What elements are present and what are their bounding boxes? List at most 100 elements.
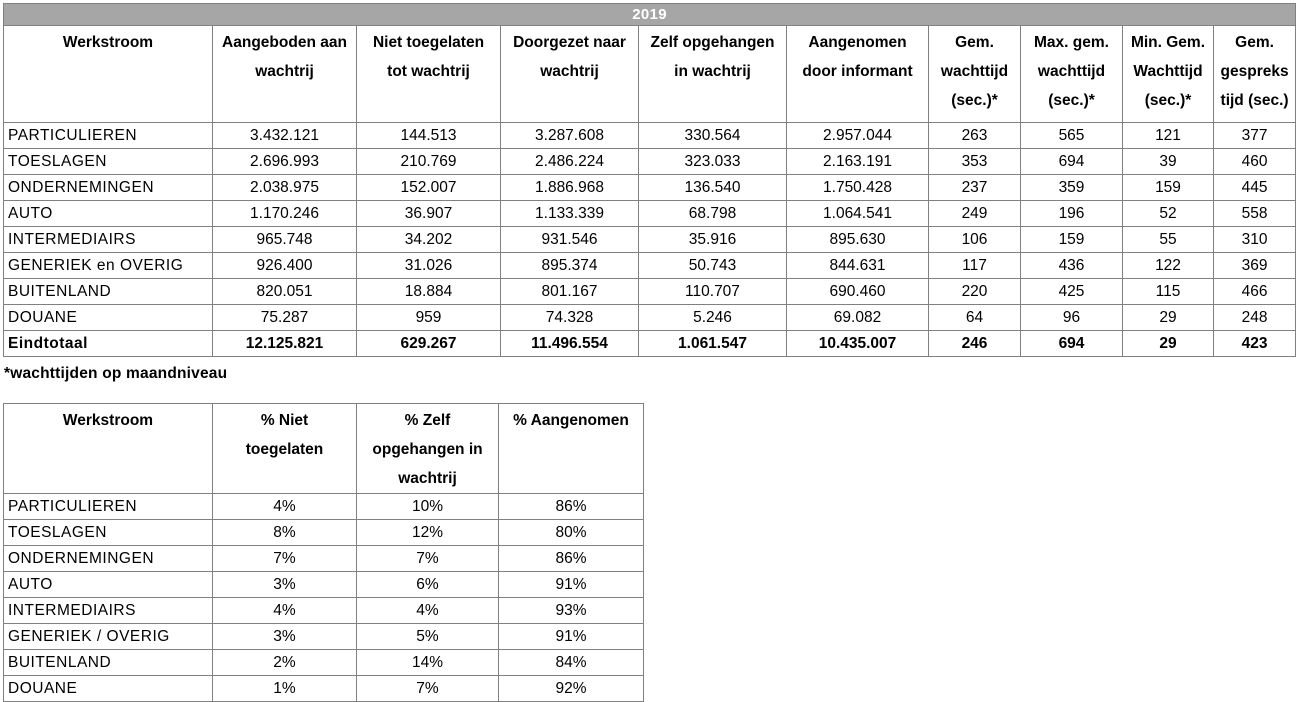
data-cell: 2.696.993 bbox=[212, 148, 357, 175]
row-label: PARTICULIEREN bbox=[3, 122, 213, 149]
row-label: ONDERNEMINGEN bbox=[3, 545, 213, 572]
data-cell: 425 bbox=[1020, 278, 1123, 305]
data-cell: 820.051 bbox=[212, 278, 357, 305]
data-cell: 220 bbox=[928, 278, 1021, 305]
column-header: % Zelf opgehangen in wachtrij bbox=[356, 403, 499, 494]
data-cell: 3.287.608 bbox=[500, 122, 639, 149]
data-cell: 5.246 bbox=[638, 304, 787, 331]
data-cell: 1.170.246 bbox=[212, 200, 357, 227]
data-cell: 445 bbox=[1212, 174, 1297, 201]
data-cell: 1.886.968 bbox=[500, 174, 639, 201]
row-label: DOUANE bbox=[3, 304, 213, 331]
data-cell: 106 bbox=[928, 226, 1021, 253]
data-cell: 690.460 bbox=[786, 278, 929, 305]
data-cell: 115 bbox=[1122, 278, 1214, 305]
data-cell: 2.038.975 bbox=[212, 174, 357, 201]
data-cell: 10.435.007 bbox=[786, 330, 929, 357]
column-header: Max. gem. wachttijd (sec.)* bbox=[1020, 25, 1123, 123]
row-label: INTERMEDIAIRS bbox=[3, 597, 213, 624]
column-header: Gem. gespreks tijd (sec.) bbox=[1212, 25, 1297, 123]
data-cell: 34.202 bbox=[356, 226, 501, 253]
data-cell: 52 bbox=[1122, 200, 1214, 227]
data-cell: 31.026 bbox=[356, 252, 501, 279]
table-row: TOESLAGEN 2.696.993 210.769 2.486.224 323.03… bbox=[3, 148, 1297, 175]
data-cell: 3% bbox=[212, 571, 357, 598]
table-row: GENERIEK / OVERIG 3% 5% 91% bbox=[3, 623, 644, 650]
column-header: Aangenomen door informant bbox=[786, 25, 929, 123]
data-cell: 436 bbox=[1020, 252, 1123, 279]
table-row: AUTO 3% 6% 91% bbox=[3, 571, 644, 598]
table-row: PARTICULIEREN 4% 10% 86% bbox=[3, 493, 644, 520]
data-cell: 121 bbox=[1122, 122, 1214, 149]
data-cell: 895.374 bbox=[500, 252, 639, 279]
data-cell: 74.328 bbox=[500, 304, 639, 331]
data-cell: 694 bbox=[1020, 148, 1123, 175]
data-cell: 136.540 bbox=[638, 174, 787, 201]
column-header: Gem. wachttijd (sec.)* bbox=[928, 25, 1021, 123]
data-cell: 1.750.428 bbox=[786, 174, 929, 201]
data-cell: 14% bbox=[356, 649, 499, 676]
data-cell: 36.907 bbox=[356, 200, 501, 227]
data-cell: 4% bbox=[212, 493, 357, 520]
data-cell: 844.631 bbox=[786, 252, 929, 279]
data-cell: 93% bbox=[498, 597, 644, 624]
data-cell: 196 bbox=[1020, 200, 1123, 227]
data-cell: 152.007 bbox=[356, 174, 501, 201]
data-cell: 117 bbox=[928, 252, 1021, 279]
data-cell: 210.769 bbox=[356, 148, 501, 175]
data-cell: 29 bbox=[1122, 330, 1214, 357]
table2-header-row: Werkstroom% Niet toegelaten% Zelf opgeha… bbox=[3, 403, 644, 494]
data-cell: 565 bbox=[1020, 122, 1123, 149]
table-row: PARTICULIEREN 3.432.121 144.513 3.287.608 33… bbox=[3, 122, 1297, 149]
row-label: GENERIEK / OVERIG bbox=[3, 623, 213, 650]
data-cell: 377 bbox=[1212, 122, 1297, 149]
data-cell: 122 bbox=[1122, 252, 1214, 279]
data-cell: 1.133.339 bbox=[500, 200, 639, 227]
data-cell: 323.033 bbox=[638, 148, 787, 175]
column-header: Doorgezet naar wachtrij bbox=[500, 25, 639, 123]
data-cell: 39 bbox=[1122, 148, 1214, 175]
workflow-percentages-table: Werkstroom% Niet toegelaten% Zelf opgeha… bbox=[3, 403, 644, 702]
row-label: PARTICULIEREN bbox=[3, 493, 213, 520]
data-cell: 466 bbox=[1212, 278, 1297, 305]
data-cell: 310 bbox=[1212, 226, 1297, 253]
data-cell: 29 bbox=[1122, 304, 1214, 331]
column-header: Werkstroom bbox=[3, 25, 213, 123]
column-header: % Aangenomen bbox=[498, 403, 644, 494]
data-cell: 246 bbox=[928, 330, 1021, 357]
data-cell: 68.798 bbox=[638, 200, 787, 227]
data-cell: 801.167 bbox=[500, 278, 639, 305]
data-cell: 3% bbox=[212, 623, 357, 650]
table-row: INTERMEDIAIRS 965.748 34.202 931.546 35.916 8… bbox=[3, 226, 1297, 253]
row-label: BUITENLAND bbox=[3, 649, 213, 676]
data-cell: 11.496.554 bbox=[500, 330, 639, 357]
data-cell: 263 bbox=[928, 122, 1021, 149]
data-cell: 248 bbox=[1212, 304, 1297, 331]
data-cell: 629.267 bbox=[356, 330, 501, 357]
table-row: GENERIEK en OVERIG 926.400 31.026 895.374 50… bbox=[3, 252, 1297, 279]
data-cell: 926.400 bbox=[212, 252, 357, 279]
table-row: TOESLAGEN 8% 12% 80% bbox=[3, 519, 644, 546]
data-cell: 694 bbox=[1020, 330, 1123, 357]
data-cell: 55 bbox=[1122, 226, 1214, 253]
data-cell: 91% bbox=[498, 623, 644, 650]
data-cell: 96 bbox=[1020, 304, 1123, 331]
data-cell: 249 bbox=[928, 200, 1021, 227]
table-row: INTERMEDIAIRS 4% 4% 93% bbox=[3, 597, 644, 624]
data-cell: 12% bbox=[356, 519, 499, 546]
data-cell: 86% bbox=[498, 545, 644, 572]
data-cell: 3.432.121 bbox=[212, 122, 357, 149]
column-header: Niet toegelaten tot wachtrij bbox=[356, 25, 501, 123]
table-row: ONDERNEMINGEN 2.038.975 152.007 1.886.968 13… bbox=[3, 174, 1297, 201]
data-cell: 931.546 bbox=[500, 226, 639, 253]
data-cell: 2.486.224 bbox=[500, 148, 639, 175]
total-row: Eindtotaal 12.125.821 629.267 11.496.554 1.0… bbox=[3, 330, 1297, 357]
row-label: ONDERNEMINGEN bbox=[3, 174, 213, 201]
data-cell: 558 bbox=[1212, 200, 1297, 227]
data-cell: 91% bbox=[498, 571, 644, 598]
data-cell: 10% bbox=[356, 493, 499, 520]
row-label: BUITENLAND bbox=[3, 278, 213, 305]
data-cell: 159 bbox=[1020, 226, 1123, 253]
data-cell: 369 bbox=[1212, 252, 1297, 279]
